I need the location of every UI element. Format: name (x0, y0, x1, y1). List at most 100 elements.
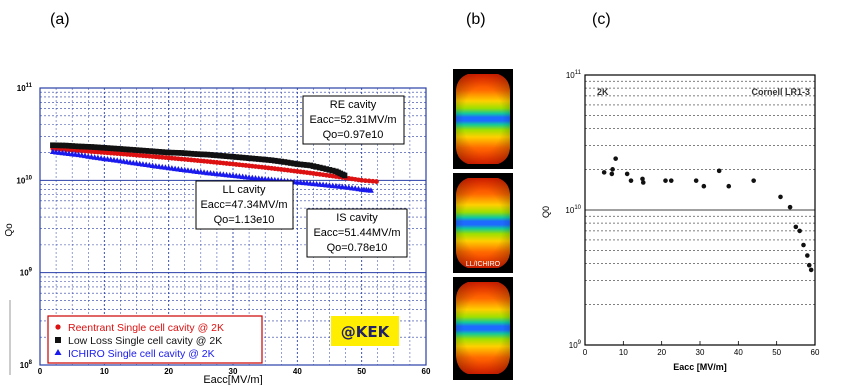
chart-c-point (601, 170, 607, 175)
cavity-image-2-label: LL/ICHIRO (466, 261, 501, 268)
cavity-image-2: LL/ICHIRO (453, 173, 513, 273)
chart-a-point-low-loss (210, 152, 217, 158)
chart-a-point-low-loss (136, 147, 143, 154)
chart-c-xtick-label: 30 (696, 348, 705, 357)
chart-a-point-low-loss (246, 155, 252, 161)
chart-c-point (801, 242, 806, 248)
chart-c-point (787, 204, 793, 210)
chart-a-point-reentrant (374, 179, 379, 184)
chart-a-point-low-loss (300, 161, 307, 168)
chart-a-point-low-loss (236, 154, 243, 161)
annotation-re-line2: Eacc=52.31MV/m (309, 114, 396, 126)
chart-c-point (805, 253, 810, 258)
annotation-re-line1: RE cavity (330, 99, 377, 111)
chart-a-point-low-loss (249, 155, 256, 162)
kek-badge-text: @KEK (341, 323, 391, 341)
chart-a-point-low-loss (175, 150, 182, 156)
chart-c-point (726, 183, 732, 189)
chart-c-point (793, 224, 799, 230)
chart-c-corner-right: Cornell LR1-3 (751, 87, 810, 97)
chart-a-point-low-loss (220, 153, 227, 159)
chart-c-xlabel: Eacc [MV/m] (673, 362, 727, 372)
legend-label-reentrant: Reentrant Single cell cavity @ 2K (68, 322, 224, 334)
chart-a-point-low-loss (50, 142, 56, 149)
chart-a-point-low-loss (275, 158, 281, 164)
legend-label-ichiro: ICHIRO Single cell cavity @ 2K (68, 348, 215, 360)
panel-label-a: (a) (50, 11, 70, 28)
legend-marker-reentrant (55, 324, 61, 330)
chart-c-point (640, 176, 645, 182)
annotation-is-cavity: IS cavity Eacc=51.44MV/m Qo=0.78e10 (306, 208, 408, 258)
chart-a-point-reentrant (366, 178, 372, 184)
chart-a-point-reentrant (359, 177, 365, 183)
chart-a-point-low-loss (323, 166, 330, 172)
annotation-is-line1: IS cavity (336, 212, 378, 224)
chart-c-xtick-label: 0 (583, 348, 588, 357)
chart-c-points (601, 156, 814, 273)
legend-box (47, 315, 263, 364)
chart-a-point-low-loss (143, 148, 149, 154)
chart-c-point (716, 168, 722, 174)
chart-a-point-low-loss (98, 144, 104, 151)
chart-a-point-low-loss (56, 142, 63, 149)
chart-a-point-low-loss (188, 150, 194, 157)
chart-a-ytick-label: 108 (20, 360, 33, 370)
chart-a-point-low-loss (69, 143, 75, 149)
chart-a-point-low-loss (101, 145, 108, 151)
chart-c-point (808, 267, 814, 273)
chart-c-point (668, 178, 674, 183)
chart-a-point-low-loss (262, 156, 268, 163)
chart-a-xtick-label: 40 (293, 367, 302, 376)
chart-c-ytick-label: 1011 (566, 70, 582, 80)
chart-c-xtick-label: 60 (811, 348, 820, 357)
annotation-ll-line2: Eacc=47.34MV/m (200, 199, 287, 211)
chart-a-point-low-loss (185, 150, 191, 157)
chart-c-point (613, 156, 618, 161)
chart-a-point-low-loss (304, 162, 310, 168)
chart-c-point (609, 171, 615, 177)
chart-a-point-low-loss (162, 149, 169, 156)
chart-a-point-low-loss (226, 153, 233, 160)
chart-c-ylabel: Q0 (541, 206, 551, 218)
chart-a-point-low-loss (320, 165, 326, 172)
chart-a-point-low-loss (288, 160, 294, 166)
chart-a-xtick-label: 50 (357, 367, 366, 376)
chart-a-point-low-loss (297, 161, 304, 168)
chart-a-point-low-loss (146, 148, 153, 154)
chart-a-point-low-loss (243, 155, 249, 161)
chart-a-point-low-loss (169, 149, 175, 156)
chart-a-point-low-loss (178, 150, 185, 156)
cavity-image-1-shade (456, 74, 510, 164)
chart-a-point-reentrant (362, 178, 368, 184)
chart-a-point-low-loss (317, 164, 323, 171)
chart-a-point-low-loss (91, 144, 98, 150)
chart-a-point-low-loss (198, 151, 204, 158)
chart-a-point-low-loss (233, 154, 240, 160)
chart-a-point-low-loss (149, 148, 156, 155)
chart-a-point-low-loss (117, 146, 124, 152)
cavity-image-1 (453, 69, 513, 169)
annotation-ll-box (195, 180, 294, 230)
chart-a-point-low-loss (59, 142, 66, 149)
chart-a-xtick-label: 20 (164, 367, 173, 376)
cavity-field-images: LL/ICHIRO (453, 69, 513, 380)
chart-a: 0 10 20 30 40 50 60 1011 1010 109 108 Eacc[MV/m] Q… (4, 83, 431, 385)
chart-a-point-low-loss (114, 145, 120, 152)
legend-label-low-loss: Low Loss Single cell cavity @ 2K (68, 335, 222, 347)
annotation-ll-line3: Qo=1.13e10 (214, 214, 275, 226)
annotation-is-line2: Eacc=51.44MV/m (313, 227, 400, 239)
chart-c-xtick-label: 50 (772, 348, 781, 357)
chart-a-point-low-loss (239, 154, 246, 161)
chart-a-point-low-loss (268, 157, 275, 164)
chart-a-xtick-label: 30 (229, 367, 238, 376)
chart-a-point-low-loss (214, 152, 220, 159)
chart-a-ylabel: Qo (4, 223, 15, 237)
chart-a-point-low-loss (156, 148, 162, 155)
chart-c-ticks: 0 10 20 30 40 50 60 1011 1010 109 (565, 70, 820, 357)
chart-a-point-low-loss (272, 157, 278, 164)
chart-c-point (778, 194, 783, 200)
legend-marker-low-loss (55, 337, 61, 343)
annotation-is-line3: Qo=0.78e10 (327, 242, 388, 254)
chart-a-point-low-loss (265, 157, 272, 163)
chart-a-point-low-loss (310, 163, 317, 169)
